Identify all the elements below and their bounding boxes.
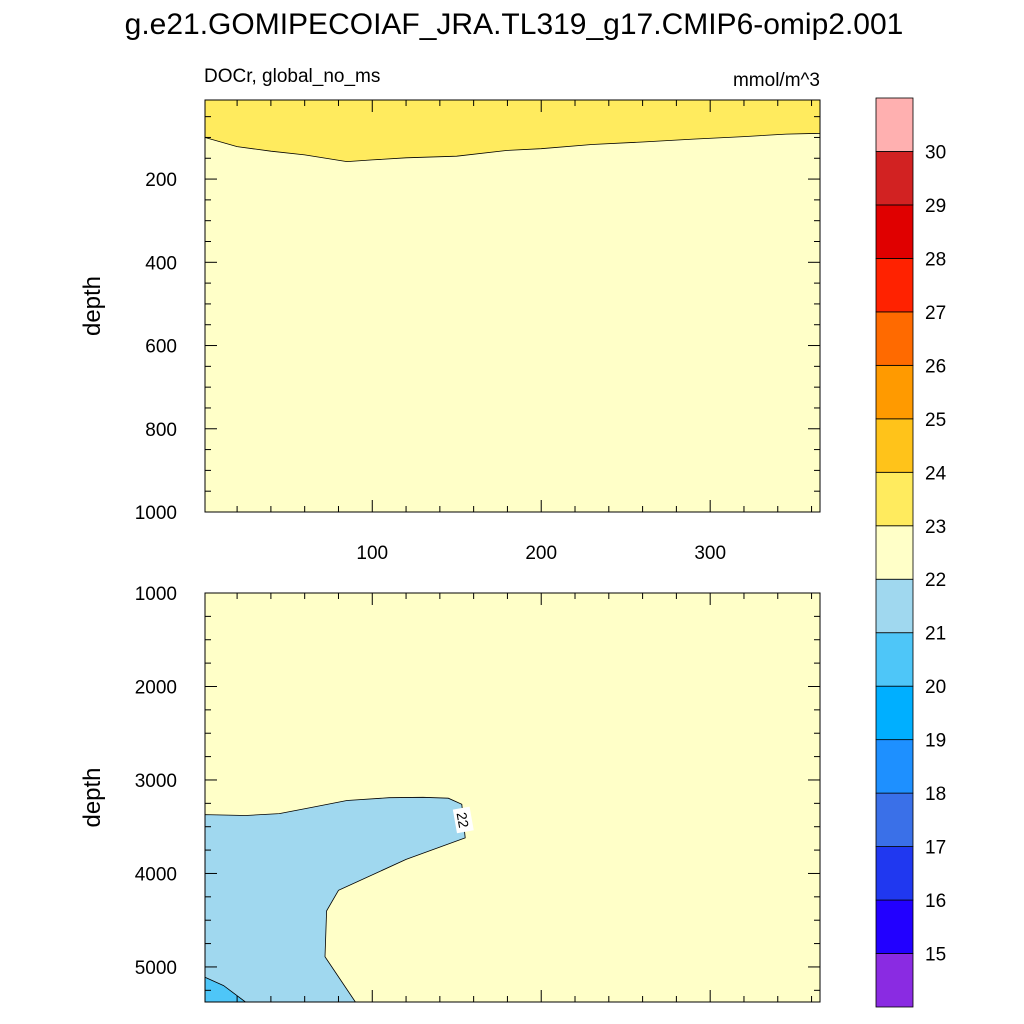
colorbar-label: 28 [925, 249, 946, 270]
lower-region-21-22 [204, 796, 466, 1003]
y-tick-label: 1000 [135, 584, 177, 605]
contour-label: 22 [452, 806, 474, 834]
colorbar-label: 17 [925, 838, 946, 859]
colorbar-label: 19 [925, 731, 946, 752]
colorbar-box [875, 151, 914, 206]
y-tick-label: 5000 [135, 958, 177, 979]
upper-frame [204, 99, 821, 513]
y-tick-label: 3000 [135, 771, 177, 792]
colorbar-label: 26 [925, 356, 946, 377]
colorbar-label: 20 [925, 677, 946, 698]
colorbar-box [875, 846, 914, 901]
colorbar-box [875, 792, 914, 847]
colorbar-label: 21 [925, 624, 946, 645]
colorbar-label: 30 [925, 142, 946, 163]
lower-frame [204, 592, 821, 1003]
y-axis-label: depth [79, 276, 106, 336]
x-tick-label: 200 [525, 543, 557, 564]
colorbar-box [875, 418, 914, 473]
colorbar-label: 25 [925, 410, 946, 431]
colorbar-label: 16 [925, 891, 946, 912]
upper-region-23-24 [204, 99, 821, 163]
upper-panel: 200 400 600 800 1000 100 200 300 depth [79, 99, 821, 564]
colorbar-label: 29 [925, 196, 946, 217]
y-tick-label: 1000 [135, 503, 177, 524]
y-tick-label: 800 [145, 420, 177, 441]
lower-panel: 22 1000 2000 3000 4000 5000 depth [79, 584, 821, 1003]
colorbar-label: 18 [925, 784, 946, 805]
colorbar-box [875, 899, 914, 954]
y-tick-label: 200 [145, 170, 177, 191]
colorbar-box [875, 685, 914, 741]
colorbar-box [875, 632, 914, 687]
upper-background-fill [205, 100, 820, 512]
colorbar-box [875, 471, 914, 527]
y-tick-label: 4000 [135, 864, 177, 885]
variable-label: DOCr, global_no_ms [204, 66, 380, 87]
units-label: mmol/m^3 [733, 70, 820, 91]
contour-label-background [452, 806, 474, 834]
y-axis-label: depth [79, 767, 106, 827]
colorbar-label: 23 [925, 517, 946, 538]
figure-title: g.e21.GOMIPECOIAF_JRA.TL319_g17.CMIP6-om… [125, 8, 904, 41]
y-tick-label: 600 [145, 337, 177, 358]
colorbar-box [875, 204, 914, 259]
colorbar-box [875, 739, 914, 794]
colorbar-label: 27 [925, 303, 946, 324]
y-tick-label: 2000 [135, 677, 177, 698]
colorbar-box [875, 258, 914, 313]
contour-label-text: 22 [454, 811, 472, 829]
x-tick-label: 100 [356, 543, 388, 564]
x-tick-label: 300 [694, 543, 726, 564]
colorbar-box [875, 97, 914, 152]
colorbar-box [875, 364, 914, 420]
colorbar: 15 16 17 18 19 20 21 22 23 24 25 26 27 28 29 30 [875, 97, 947, 1008]
colorbar-label: 22 [925, 570, 946, 591]
colorbar-label: 24 [925, 463, 947, 484]
colorbar-box [875, 578, 914, 634]
colorbar-box [875, 953, 914, 1008]
colorbar-box [875, 311, 914, 366]
y-tick-label: 400 [145, 253, 177, 274]
colorbar-label: 15 [925, 945, 946, 966]
colorbar-box [875, 525, 914, 580]
